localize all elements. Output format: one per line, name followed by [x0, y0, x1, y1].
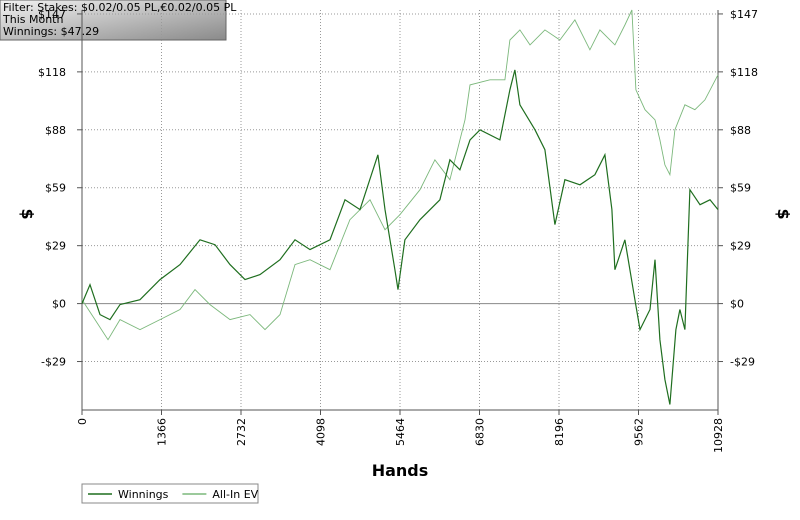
- y-tick-label: $118: [38, 66, 66, 79]
- x-tick-label: 5464: [394, 418, 407, 446]
- y-tick-label: $0: [52, 298, 66, 311]
- info-line: Filter: Stakes: $0.02/0.05 PL,€0.02/0.05…: [3, 1, 237, 14]
- legend: [81, 483, 259, 504]
- x-tick-label: 6830: [474, 418, 487, 446]
- x-axis-title: Hands: [372, 461, 429, 480]
- x-tick-label: 9562: [633, 418, 646, 446]
- y-axis-title: $: [18, 208, 37, 219]
- info-line: Winnings: $47.29: [3, 25, 99, 38]
- series-line: [81, 69, 719, 405]
- y2-tick-label: $147: [730, 8, 758, 21]
- y2-axis-title: $: [774, 208, 793, 219]
- y-tick-label: $29: [45, 240, 66, 253]
- y2-tick-label: $88: [730, 124, 751, 137]
- series-line: [81, 9, 719, 341]
- y-tick-label: -$29: [41, 356, 66, 369]
- y-tick-label: $147: [38, 8, 66, 21]
- x-tick-label: 2732: [235, 418, 248, 446]
- x-tick-label: 1366: [156, 418, 169, 446]
- x-tick-label: 10928: [712, 418, 725, 453]
- y2-tick-label: $29: [730, 240, 751, 253]
- y2-tick-label: -$29: [730, 356, 755, 369]
- x-tick-label: 8196: [553, 418, 566, 446]
- info-box: [0, 0, 227, 41]
- y-tick-label: $88: [45, 124, 66, 137]
- info-line: This Month: [2, 13, 63, 26]
- x-tick-label: 0: [76, 418, 89, 425]
- y-tick-label: $59: [45, 182, 66, 195]
- legend-label: Winnings: [118, 488, 169, 501]
- legend-label: All-In EV: [212, 488, 258, 501]
- y2-tick-label: $59: [730, 182, 751, 195]
- y2-tick-label: $0: [730, 298, 744, 311]
- y2-tick-label: $118: [730, 66, 758, 79]
- x-tick-label: 4098: [315, 418, 328, 446]
